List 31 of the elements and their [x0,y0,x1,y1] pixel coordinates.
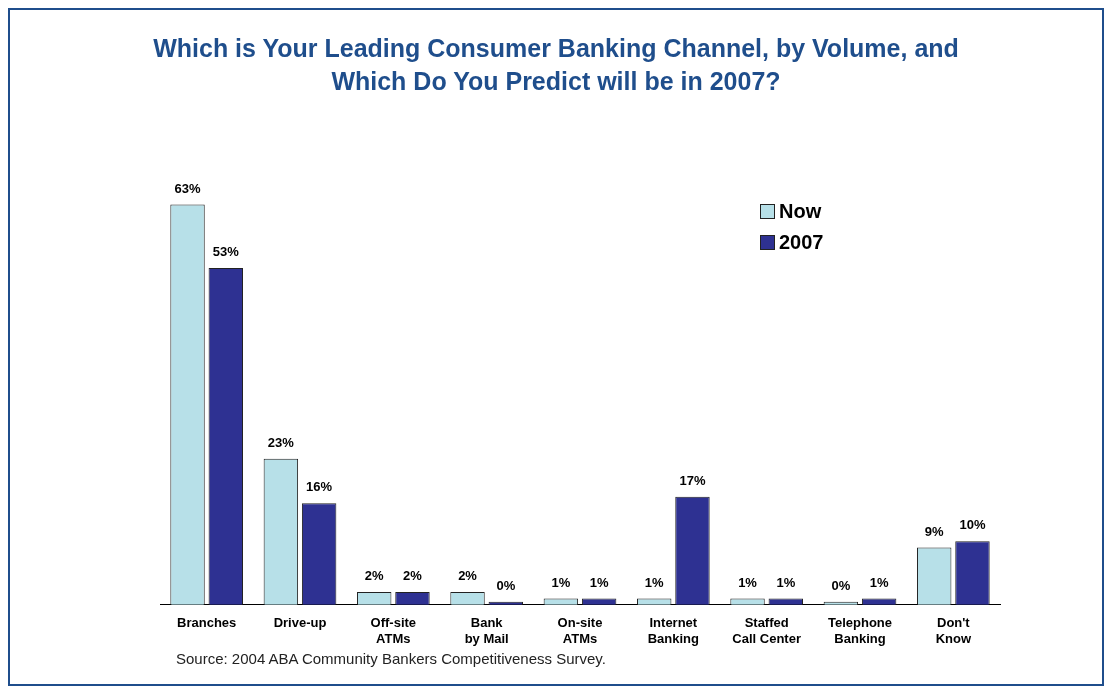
data-label: 2% [458,568,478,584]
data-label: 17% [679,472,706,488]
data-label: 1% [644,574,665,590]
x-tick-label: Telephone Banking [827,615,893,646]
source-note: Source: 2004 ABA Community Bankers Competitiveness Survey. [176,650,606,667]
data-label: 9% [924,523,945,539]
x-tick-label: Don't Know [935,615,972,646]
data-label: 2% [364,568,385,584]
data-label: 1% [869,574,889,590]
data-label: 0% [831,577,851,593]
data-label: 2% [403,568,423,584]
x-tick-label: Staffed Call Center [732,615,801,646]
data-label: 1% [776,574,796,590]
legend-label: 2007 [779,231,824,254]
x-tick-label: On-site ATMs [557,615,603,646]
x-tick-label: Drive-up [273,615,327,631]
x-tick-label: Branches [177,615,237,631]
data-label: 63% [174,180,201,196]
x-tick-label: Off-site ATMs [370,615,417,646]
data-label: 0% [496,577,516,593]
chart-title: Which is Your Leading Consumer Banking Channel, by Volume, and Which Do You Predict will be in 2007? [152,33,960,97]
data-label: 53% [212,244,240,260]
data-label: 16% [306,479,333,495]
data-label: 10% [959,517,986,533]
data-label: 1% [551,574,571,590]
data-label: 1% [589,574,609,590]
data-label: 1% [738,574,758,590]
x-tick-label: Bank by Mail [464,615,509,646]
x-tick-label: Internet Banking [647,615,700,646]
legend-label: Now [779,200,822,223]
data-label: 23% [267,434,295,450]
